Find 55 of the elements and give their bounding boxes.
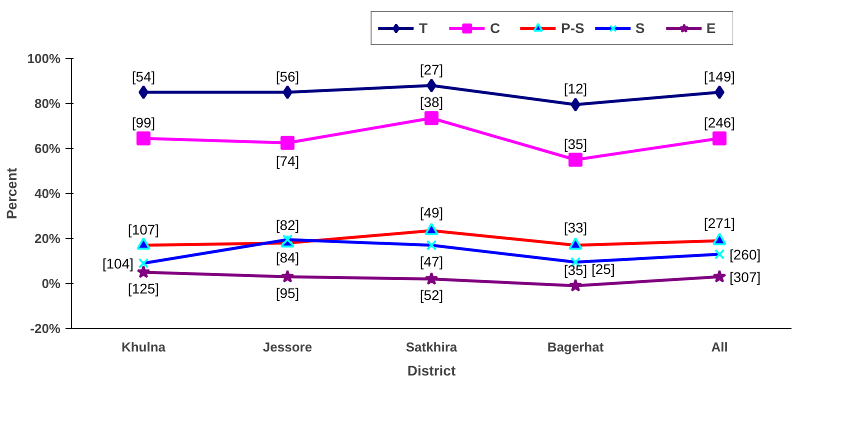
annotation: [104] (102, 255, 134, 272)
annotation: [47] (420, 253, 444, 270)
annotation: [49] (420, 204, 444, 221)
legend-label: P-S (560, 20, 584, 36)
point (136, 265, 150, 278)
y-tick-label: 100% (27, 51, 61, 66)
y-tick-label: 20% (34, 231, 61, 246)
annotation: [25] (592, 261, 615, 278)
annotation: [52] (420, 287, 444, 303)
point (426, 78, 436, 92)
point (568, 152, 582, 167)
point (568, 278, 582, 292)
annotation: [125] (128, 280, 160, 296)
annotation: [307] (730, 268, 761, 285)
x-tick-label: Bagerhat (547, 340, 604, 354)
legend-label: C (490, 20, 502, 36)
annotation: [33] (564, 219, 588, 236)
legend-label: E (706, 20, 717, 36)
y-tick-label: 80% (34, 96, 61, 111)
annotation: [99] (132, 114, 156, 130)
legend-label: S (635, 20, 646, 36)
y-axis-title: Percent (3, 167, 20, 220)
y-tick-label: 60% (34, 141, 61, 156)
annotation: [27] (420, 62, 444, 78)
annotation: [82] (276, 217, 300, 233)
point (136, 131, 150, 146)
y-tick-label: -20% (30, 321, 61, 336)
x-tick-label: Satkhira (406, 340, 458, 354)
annotation: [271] (704, 214, 736, 231)
annotation: [74] (276, 152, 300, 169)
annotation: [35] (564, 136, 588, 152)
x-axis-title: District (407, 362, 456, 378)
point (424, 272, 438, 285)
point (712, 270, 726, 283)
annotation: [38] (420, 94, 444, 110)
y-tick-label: 0% (42, 276, 61, 291)
point (712, 131, 726, 146)
point (280, 136, 294, 150)
annotation: [246] (704, 114, 736, 130)
annotation: [260] (730, 246, 761, 262)
annotation: [107] (128, 221, 160, 238)
annotation: [12] (564, 80, 588, 97)
annotation: [35] (564, 262, 588, 278)
annotation: [95] (276, 284, 300, 301)
x-tick-label: All (711, 340, 728, 354)
x-tick-label: Jessore (262, 340, 312, 354)
point (280, 270, 294, 283)
annotation: [149] (704, 68, 736, 84)
legend-label: T (418, 20, 429, 36)
point (424, 111, 438, 126)
annotation: [54] (132, 68, 156, 84)
annotation: [84] (276, 250, 300, 266)
x-tick-label: Khulna (121, 340, 166, 354)
annotation: [56] (276, 68, 300, 84)
y-tick-label: 40% (34, 186, 61, 201)
